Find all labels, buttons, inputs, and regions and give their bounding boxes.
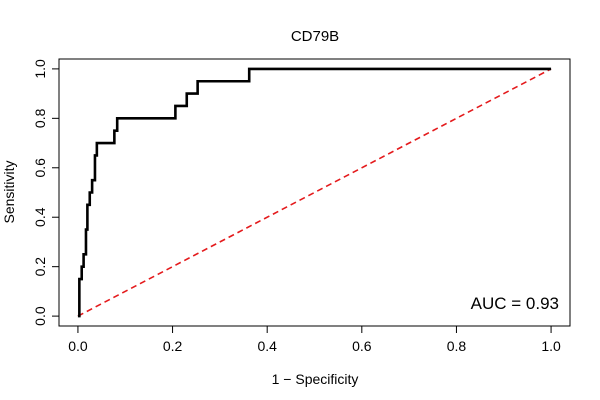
chart-title: CD79B: [291, 28, 339, 45]
y-tick-label: 0.0: [32, 306, 48, 326]
plot-area: [77, 67, 552, 318]
x-axis: 0.0 0.2 0.4 0.6 0.8 1.0: [68, 325, 561, 354]
y-tick-label: 0.8: [32, 108, 48, 128]
x-tick-label: 0.8: [447, 338, 467, 354]
y-tick-label: 1.0: [32, 59, 48, 79]
reference-line: [77, 68, 552, 317]
y-axis-label: Sensitivity: [1, 160, 17, 223]
y-tick-label: 0.2: [32, 257, 48, 277]
y-tick-label: 0.6: [32, 158, 48, 178]
x-tick-label: 0.0: [68, 338, 88, 354]
roc-curve: [77, 67, 552, 318]
auc-annotation: AUC = 0.93: [471, 294, 559, 313]
y-axis: 0.0 0.2 0.4 0.6 0.8 1.0: [32, 59, 60, 326]
x-tick-label: 0.4: [257, 338, 277, 354]
x-tick-label: 1.0: [541, 338, 561, 354]
y-tick-label: 0.4: [32, 207, 48, 227]
x-axis-label: 1 − Specificity: [272, 371, 359, 387]
x-tick-label: 0.6: [352, 338, 372, 354]
x-tick-label: 0.2: [163, 338, 183, 354]
